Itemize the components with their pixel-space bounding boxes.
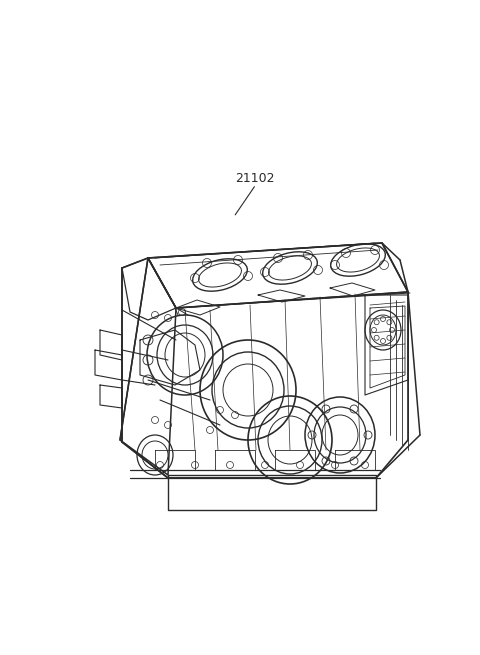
Text: 21102: 21102 (235, 172, 274, 185)
